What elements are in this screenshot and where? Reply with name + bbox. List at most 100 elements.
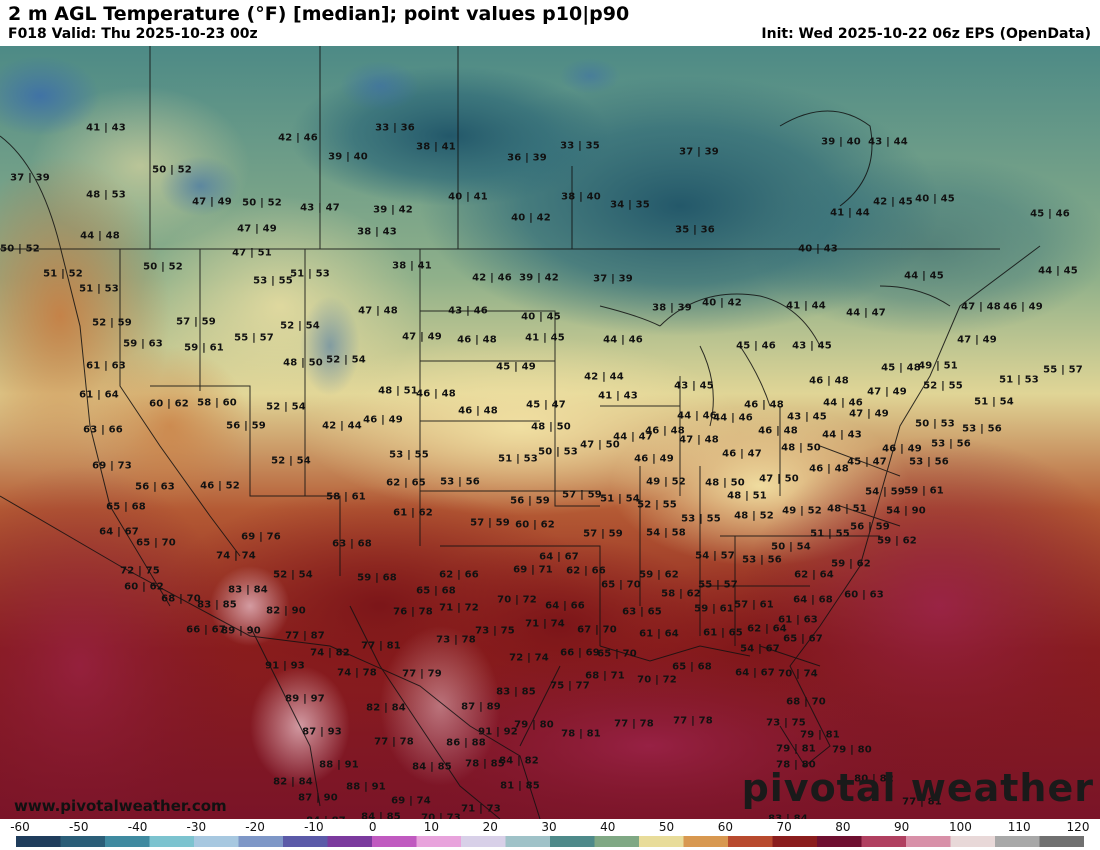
- point-value: 46 | 48: [758, 425, 798, 437]
- point-value: 62 | 66: [439, 569, 479, 581]
- legend-tick-label: 0: [368, 820, 377, 834]
- point-value: 44 | 46: [603, 334, 643, 346]
- point-value: 70 | 74: [778, 668, 818, 680]
- point-value: 83 | 84: [768, 813, 808, 820]
- legend-tick-label: 100: [948, 820, 972, 834]
- point-value: 57 | 59: [583, 528, 623, 540]
- point-value: 45 | 47: [526, 399, 566, 411]
- point-value: 53 | 55: [253, 275, 293, 287]
- point-value: 50 | 53: [538, 446, 578, 458]
- point-value: 51 | 53: [999, 374, 1039, 386]
- point-value: 47 | 49: [192, 196, 232, 208]
- point-value: 34 | 35: [610, 199, 650, 211]
- point-value: 48 | 51: [827, 503, 867, 515]
- point-value: 50 | 52: [143, 261, 183, 273]
- point-value: 48 | 51: [378, 385, 418, 397]
- point-value: 38 | 39: [652, 302, 692, 314]
- point-value: 61 | 64: [639, 628, 679, 640]
- point-value: 48 | 50: [781, 442, 821, 454]
- point-value: 87 | 93: [302, 726, 342, 738]
- point-value: 52 | 54: [280, 320, 320, 332]
- point-value: 65 | 68: [672, 661, 712, 673]
- point-value: 53 | 56: [909, 456, 949, 468]
- colorbar-segment: [194, 836, 239, 847]
- point-value: 86 | 88: [446, 737, 486, 749]
- point-value: 46 | 48: [809, 463, 849, 475]
- point-value: 61 | 64: [79, 389, 119, 401]
- valid-time-label: F018 Valid: Thu 2025-10-23 00z: [8, 26, 258, 42]
- point-value: 45 | 46: [1030, 208, 1070, 220]
- point-value: 77 | 87: [285, 630, 325, 642]
- point-value: 51 | 53: [498, 453, 538, 465]
- temperature-field: [0, 46, 1100, 819]
- point-value: 74 | 74: [216, 550, 256, 562]
- point-value: 37 | 39: [679, 146, 719, 158]
- legend-tick-label: 110: [1007, 820, 1031, 834]
- point-value: 70 | 72: [497, 594, 537, 606]
- point-value: 46 | 49: [634, 453, 674, 465]
- point-value: 69 | 73: [92, 460, 132, 472]
- point-value: 87 | 89: [461, 701, 501, 713]
- temperature-map[interactable]: 41 | 43 42 | 46 33 | 36 38 | 41 39 | 40 33 | …: [0, 46, 1100, 819]
- point-value: 53 | 56: [931, 438, 971, 450]
- point-value: 62 | 64: [794, 569, 834, 581]
- point-value: 68 | 71: [585, 670, 625, 682]
- point-value: 48 | 50: [705, 477, 745, 489]
- point-value: 73 | 75: [766, 717, 806, 729]
- point-value: 62 | 65: [386, 477, 426, 489]
- point-value: 79 | 81: [776, 743, 816, 755]
- point-value: 84 | 85: [412, 761, 452, 773]
- point-value: 50 | 52: [242, 197, 282, 209]
- point-value: 47 | 48: [358, 305, 398, 317]
- point-value: 40 | 41: [448, 191, 488, 203]
- point-value: 51 | 53: [290, 268, 330, 280]
- point-value: 69 | 76: [241, 531, 281, 543]
- point-value: 51 | 54: [974, 396, 1014, 408]
- point-value: 84 | 87: [306, 816, 346, 820]
- point-value: 39 | 40: [328, 151, 368, 163]
- point-value: 40 | 42: [702, 297, 742, 309]
- legend-tick-label: 70: [776, 820, 792, 834]
- point-value: 52 | 54: [273, 569, 313, 581]
- point-value: 68 | 70: [786, 696, 826, 708]
- point-value: 38 | 40: [561, 191, 601, 203]
- point-value: 52 | 54: [266, 401, 306, 413]
- point-value: 77 | 81: [361, 640, 401, 652]
- point-value: 44 | 48: [80, 230, 120, 242]
- point-value: 65 | 70: [597, 648, 637, 660]
- point-value: 76 | 78: [393, 606, 433, 618]
- point-value: 47 | 49: [402, 331, 442, 343]
- point-value: 65 | 70: [601, 579, 641, 591]
- point-value: 77 | 81: [902, 796, 942, 808]
- point-value: 68 | 70: [161, 593, 201, 605]
- point-value: 42 | 46: [472, 272, 512, 284]
- point-value: 78 | 80: [776, 759, 816, 771]
- point-value: 52 | 54: [271, 455, 311, 467]
- legend-tick-label: 10: [423, 820, 440, 834]
- point-value: 60 | 62: [124, 581, 164, 593]
- point-value: 59 | 61: [904, 485, 944, 497]
- point-value: 52 | 59: [92, 317, 132, 329]
- point-value: 58 | 60: [197, 397, 237, 409]
- point-value: 64 | 68: [793, 594, 833, 606]
- point-value: 38 | 41: [416, 141, 456, 153]
- point-value: 44 | 47: [613, 431, 653, 443]
- point-value: 55 | 57: [698, 579, 738, 591]
- point-value: 79 | 81: [800, 729, 840, 741]
- point-value: 59 | 68: [357, 572, 397, 584]
- point-value: 77 | 78: [614, 718, 654, 730]
- point-value: 44 | 47: [846, 307, 886, 319]
- point-value: 49 | 52: [646, 476, 686, 488]
- legend-tick-label: 50: [658, 820, 675, 834]
- point-value: 78 | 85: [465, 758, 505, 770]
- point-value: 64 | 66: [545, 600, 585, 612]
- point-value: 53 | 56: [962, 423, 1002, 435]
- point-value: 40 | 45: [915, 193, 955, 205]
- point-value: 89 | 90: [221, 625, 261, 637]
- point-value: 46 | 48: [744, 399, 784, 411]
- point-value: 39 | 40: [821, 136, 861, 148]
- point-value: 84 | 82: [499, 755, 539, 767]
- point-value: 80 | 82: [854, 773, 894, 785]
- point-value: 81 | 85: [500, 780, 540, 792]
- point-value: 47 | 49: [237, 223, 277, 235]
